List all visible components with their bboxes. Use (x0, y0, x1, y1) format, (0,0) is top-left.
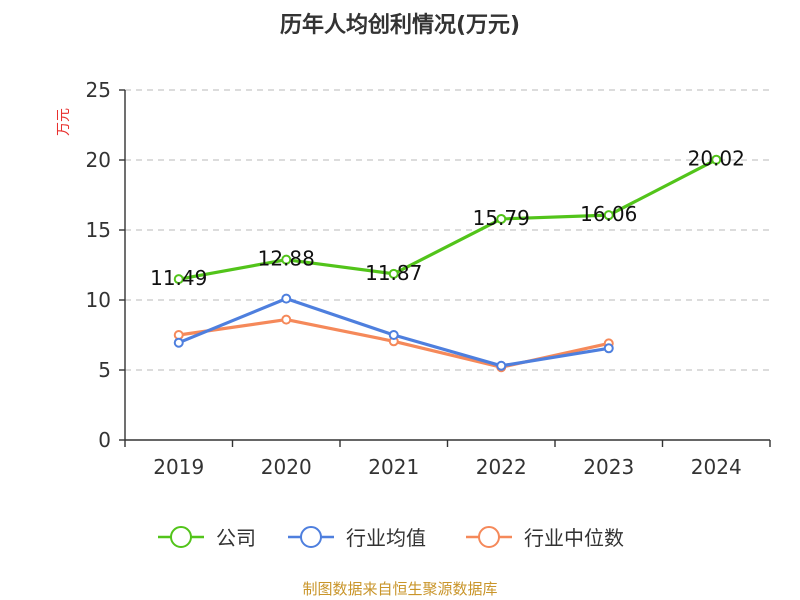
y-tick-label: 0 (98, 428, 111, 452)
data-point[interactable] (496, 360, 507, 371)
x-tick-label: 2024 (691, 455, 742, 479)
data-label: 16.06 (580, 202, 637, 226)
data-label: 11.87 (365, 261, 422, 285)
chart-title: 历年人均创利情况(万元) (280, 12, 520, 38)
x-tick-label: 2020 (261, 455, 312, 479)
data-point[interactable] (388, 330, 399, 340)
data-point[interactable] (173, 274, 184, 285)
series-lines (173, 154, 722, 373)
legend-item[interactable]: 行业中位数 (466, 526, 624, 550)
series-行业中位数 (173, 314, 614, 373)
legend-marker (170, 526, 192, 548)
axes: 0 5 10 15 20 25 2019 2020 2021 2022 2023 2024 (86, 78, 771, 479)
legend-item[interactable]: 行业均值 (288, 526, 426, 550)
source-note: 制图数据来自恒生聚源数据库 (302, 580, 497, 598)
y-axis-label: 万元 (56, 108, 72, 136)
series-公司 (173, 154, 722, 285)
data-labels: 11.49 12.88 11.87 15.79 16.06 20.02 (150, 147, 745, 290)
y-tick-label: 15 (86, 218, 111, 242)
data-point[interactable] (173, 337, 184, 348)
data-point[interactable] (281, 293, 292, 304)
legend-item[interactable]: 公司 (158, 526, 256, 550)
data-point[interactable] (603, 343, 614, 354)
data-label: 20.02 (688, 147, 745, 171)
data-point[interactable] (496, 213, 507, 224)
x-tick-label: 2023 (583, 455, 634, 479)
y-tick-label: 5 (98, 358, 111, 382)
x-tick-label: 2019 (153, 455, 204, 479)
data-point[interactable] (603, 210, 614, 221)
data-point[interactable] (711, 154, 722, 165)
legend-label: 公司 (216, 526, 256, 550)
legend-marker (300, 526, 322, 548)
legend-label: 行业均值 (346, 526, 426, 550)
data-label: 15.79 (473, 206, 530, 230)
x-tick-label: 2021 (368, 455, 419, 479)
y-tick-label: 25 (86, 78, 111, 102)
data-point[interactable] (281, 314, 292, 325)
series-行业均值 (173, 293, 614, 371)
legend-marker (478, 526, 500, 548)
y-tick-label: 20 (86, 148, 111, 172)
grid-lines (125, 89, 770, 371)
legend[interactable]: 公司 行业均值 行业中位数 (158, 526, 624, 550)
data-label: 11.49 (150, 266, 207, 290)
data-label: 12.88 (258, 247, 315, 271)
data-point[interactable] (281, 254, 292, 265)
y-tick-label: 10 (86, 288, 111, 312)
x-tick-label: 2022 (476, 455, 527, 479)
series-line (178, 158, 717, 281)
legend-label: 行业中位数 (524, 526, 624, 550)
data-point[interactable] (388, 268, 399, 279)
